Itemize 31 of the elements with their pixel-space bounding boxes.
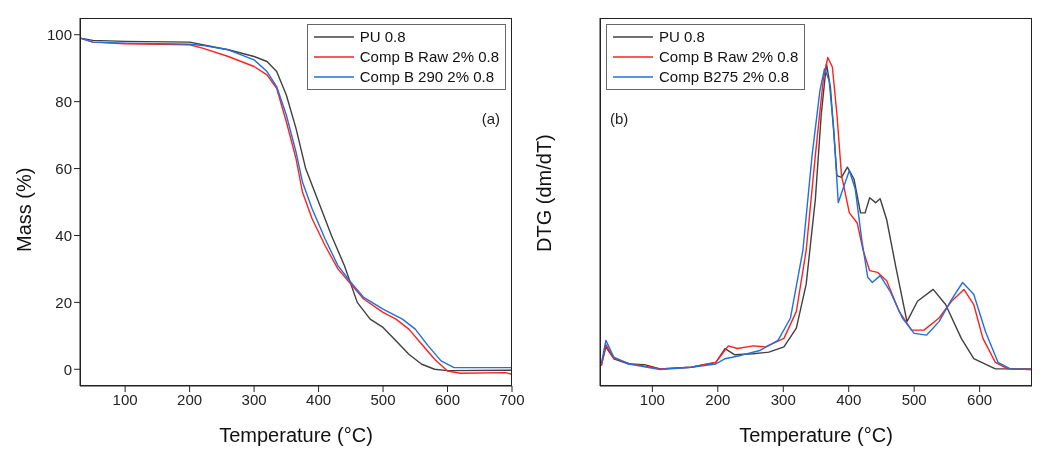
y-tick-label: 60 (55, 159, 72, 177)
x-tick-label: 400 (836, 390, 862, 408)
annotation: (a) (481, 110, 500, 127)
y-tick-label: 80 (55, 92, 72, 110)
x-axis-title: Temperature (°C) (739, 424, 893, 446)
x-tick-label: 100 (112, 390, 138, 408)
legend-label: Comp B275 2% 0.8 (659, 67, 790, 87)
annotation: (b) (610, 110, 629, 127)
x-tick-label: 700 (499, 390, 525, 408)
y-tick-label: 0 (63, 360, 72, 378)
y-axis-title: DTG (dm/dT) (533, 134, 556, 252)
y-tick-label: 40 (55, 226, 72, 244)
x-tick-label: 300 (241, 390, 267, 408)
legend-label: Comp B Raw 2% 0.8 (359, 47, 499, 67)
x-tick-label: 200 (705, 390, 731, 408)
x-tick-label: 200 (177, 390, 203, 408)
x-tick-label: 600 (967, 390, 993, 408)
legend-label: Comp B 290 2% 0.8 (359, 67, 495, 87)
x-tick-label: 100 (639, 390, 665, 408)
x-tick-label: 600 (435, 390, 461, 408)
x-tick-label: 300 (770, 390, 796, 408)
legend-label: Comp B Raw 2% 0.8 (659, 47, 799, 67)
x-axis-title: Temperature (°C) (219, 424, 373, 446)
legend-label: PU 0.8 (359, 27, 406, 47)
y-tick-label: 100 (46, 26, 72, 44)
x-tick-label: 400 (306, 390, 332, 408)
y-axis-title: Mass (%) (13, 167, 36, 252)
x-tick-label: 500 (370, 390, 396, 408)
legend-label: PU 0.8 (659, 27, 705, 47)
y-tick-label: 20 (55, 293, 72, 311)
x-tick-label: 500 (901, 390, 927, 408)
